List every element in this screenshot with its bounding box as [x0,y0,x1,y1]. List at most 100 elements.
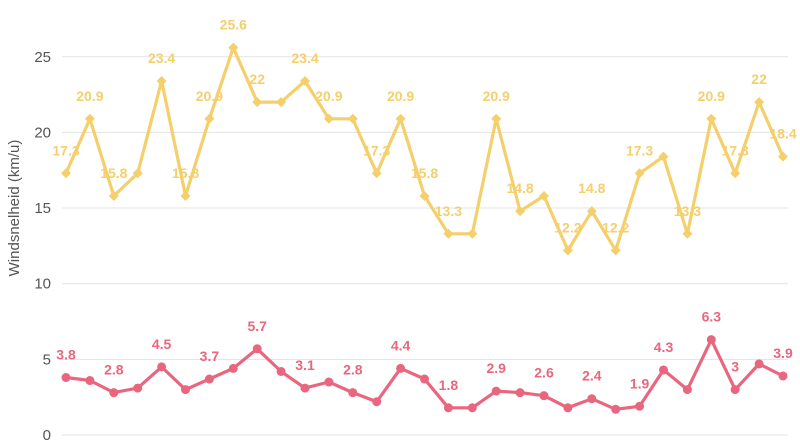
data-label: 3.9 [773,345,793,361]
data-label: 3 [731,359,739,375]
data-point [730,168,741,179]
data-label: 2.8 [104,362,124,378]
data-point [491,386,501,396]
data-label: 14.8 [506,180,533,196]
data-point [730,385,740,395]
data-label: 14.8 [578,180,605,196]
y-tick-label: 15 [34,200,51,217]
data-point [443,228,454,239]
data-label: 3.8 [56,347,76,363]
data-point [132,168,143,179]
data-point [348,388,358,398]
data-label: 3.7 [200,348,220,364]
data-point [635,401,645,411]
data-label: 23.4 [148,50,175,66]
data-label: 2.8 [343,362,363,378]
data-label: 13.3 [435,203,462,219]
data-point [611,404,621,414]
data-label: 15.8 [411,165,438,181]
data-label: 5.7 [247,318,267,334]
data-point [610,245,621,256]
series-1 [61,42,788,256]
data-point [539,391,549,401]
data-label: 3.1 [295,357,315,373]
data-point [252,97,263,108]
data-label: 17.3 [363,142,390,158]
data-point [754,97,765,108]
data-point [372,397,382,407]
data-label: 20.9 [483,88,510,104]
data-point [204,374,214,384]
data-point [467,403,477,413]
data-label: 12.2 [602,219,629,235]
data-point [778,371,788,381]
data-point [467,228,478,239]
data-label: 4.3 [654,339,674,355]
data-label: 23.4 [291,50,318,66]
data-label: 17.3 [52,142,79,158]
data-label: 1.9 [630,375,650,391]
series-2-line [64,338,785,411]
data-point [85,376,95,386]
data-point [658,151,669,162]
data-label: 2.4 [582,368,602,384]
data-point [157,362,167,372]
data-point [491,113,502,124]
data-point [228,42,239,53]
data-label: 4.4 [391,337,411,353]
data-label: 20.9 [387,88,414,104]
data-label: 15.8 [172,165,199,181]
data-label: 2.9 [486,360,506,376]
data-point [181,385,190,395]
data-label: 17.3 [722,142,749,158]
data-label: 15.8 [100,165,127,181]
data-point [276,366,286,376]
data-point [420,374,429,384]
data-point [133,383,143,393]
y-tick-label: 5 [43,351,51,368]
data-point [634,168,645,179]
data-point [395,113,406,124]
data-label: 20.9 [698,88,725,104]
data-point [586,206,597,217]
data-point [300,383,310,393]
y-tick-label: 0 [43,427,51,440]
data-label: 20.9 [76,88,103,104]
series-group [61,42,788,414]
data-point [84,113,95,124]
data-point [396,363,406,373]
data-point [778,151,788,162]
data-point [515,388,525,398]
data-label: 18.4 [769,126,796,142]
y-axis-ticks: 0 5 10 15 20 25 [34,49,51,440]
data-label: 22 [751,71,767,87]
data-point [252,344,262,354]
data-point [61,373,71,383]
y-tick-label: 25 [34,49,51,66]
data-label: 12.2 [554,219,581,235]
data-label: 17.3 [626,142,653,158]
data-point [371,168,382,179]
data-point [323,113,334,124]
data-label: 1.8 [439,377,459,393]
data-label: 20.9 [196,88,223,104]
data-point [539,190,549,201]
data-point [443,403,453,413]
data-label: 22 [249,71,265,87]
y-axis-title: Windsnelheid (km/u) [6,140,23,277]
data-point [204,113,215,124]
data-point [108,190,119,201]
data-label: 20.9 [315,88,342,104]
data-label: 4.5 [152,336,172,352]
y-tick-label: 20 [34,124,51,141]
data-point [228,363,238,373]
data-point [156,75,167,86]
data-labels: 17.3 20.9 15.8 23.4 15.8 20.9 25.6 22 23.4 20.9 17… [52,17,796,393]
data-point [109,388,119,398]
data-point [180,190,191,201]
grid [62,56,788,436]
data-point [587,394,597,404]
data-point [276,97,287,108]
data-point [682,385,692,395]
